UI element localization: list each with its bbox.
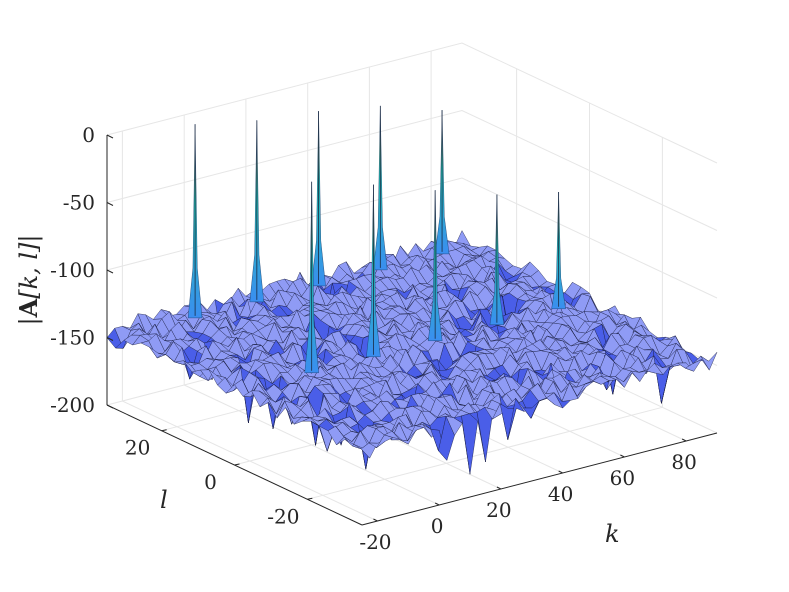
axes [106, 134, 718, 526]
x-tick-label: -20 [359, 530, 391, 554]
x-tick-mark [434, 502, 440, 506]
z-label-bold: A [14, 298, 43, 318]
z-tick-label: -50 [63, 191, 95, 215]
surface-cell [461, 413, 479, 475]
y-grid-line [307, 137, 663, 500]
z-tick-mark [106, 269, 114, 274]
x-tick-mark [558, 470, 563, 474]
x-tick-mark [373, 518, 378, 522]
x-tick-label: 0 [431, 514, 444, 538]
x-tick-label: 20 [486, 498, 511, 522]
z-grid-line [106, 177, 718, 299]
surface-cell [700, 352, 718, 371]
x-tick-mark [620, 454, 625, 458]
y-tick-label: 20 [125, 436, 150, 460]
noise-floor-surface [106, 230, 718, 475]
z-tick-label: 0 [82, 123, 95, 147]
z-tick-mark [106, 404, 114, 409]
y-tick-mark [307, 497, 313, 500]
x-tick-mark [496, 486, 502, 490]
z-grid-line [106, 109, 718, 231]
y-tick-label: -20 [267, 504, 299, 528]
z-tick-mark [106, 337, 114, 341]
z-label-bar-left: | [15, 317, 44, 325]
x-axis-label: k [605, 520, 620, 548]
z-tick-mark [106, 134, 114, 139]
z-tick-mark [106, 202, 114, 206]
z-tick-label: -150 [50, 326, 95, 350]
y-axis-label: l [160, 486, 168, 514]
z-grid-line [106, 42, 718, 164]
x-tick-label: 40 [548, 482, 573, 506]
z-label-bar-right: | [15, 234, 44, 242]
x-axis-line [361, 432, 718, 526]
z-label-bracket: [k, l] [15, 242, 43, 299]
z-tick-label: -100 [50, 258, 95, 282]
z-axis-label: |A[k, l]| [14, 234, 44, 325]
x-tick-mark [681, 438, 687, 442]
y-tick-mark [234, 463, 240, 466]
peaks [187, 105, 566, 373]
x-tick-label: 60 [610, 466, 635, 490]
z-tick-label: -200 [50, 393, 95, 417]
x-grid-line [121, 131, 378, 522]
y-tick-mark [161, 429, 167, 432]
x-tick-label: 80 [671, 450, 696, 474]
x-grid-line [183, 115, 440, 506]
y-tick-label: 0 [204, 470, 217, 494]
